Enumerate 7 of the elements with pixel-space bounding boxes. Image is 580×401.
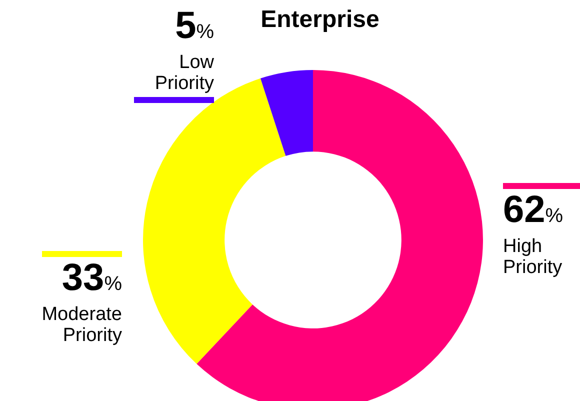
data-label: 33% xyxy=(62,257,122,299)
chart-title: Enterprise xyxy=(260,6,380,33)
slice-label: High Priority xyxy=(503,236,564,278)
slice-label: Moderate Priority xyxy=(40,304,122,346)
slice-label: Low Priority xyxy=(154,52,214,94)
data-label: 5% xyxy=(175,5,214,47)
data-label: 62% xyxy=(503,189,564,231)
